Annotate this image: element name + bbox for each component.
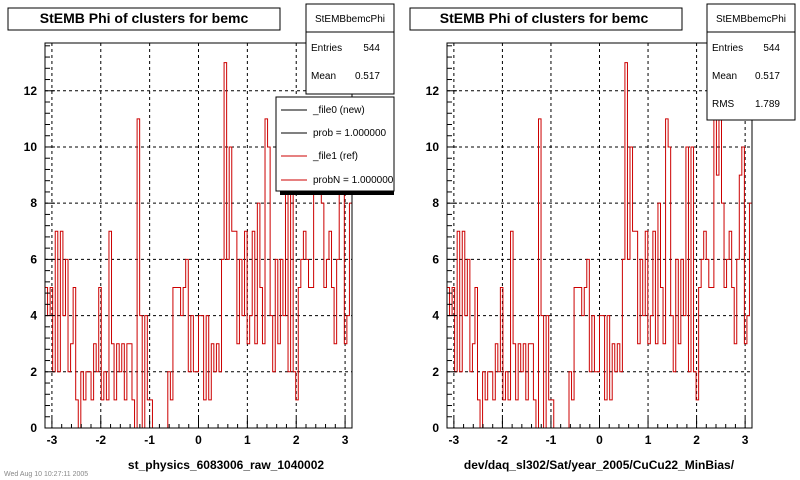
left-stats-mean: 0.517: [355, 71, 380, 82]
y-tick-label: 8: [432, 196, 439, 210]
left-title: StEMB Phi of clusters for bemc: [40, 10, 249, 26]
x-tick-label: -2: [497, 433, 508, 447]
y-tick-label: 10: [24, 140, 38, 154]
left-histogram-panel: StEMB Phi of clusters for bemc -3 -2 -1 0 1 2…: [7, 3, 395, 472]
right-y-ticks: 0 2 4 6 8 10 12: [426, 45, 457, 435]
y-tick-label: 6: [432, 252, 439, 266]
right-stats-name: StEMBbemcPhi: [716, 14, 786, 25]
x-tick-label: -1: [546, 433, 557, 447]
x-tick-label: 2: [693, 433, 700, 447]
right-stats-entries-label: Entries: [712, 43, 743, 54]
x-tick-label: 0: [195, 433, 202, 447]
left-stats-box: [305, 3, 395, 95]
right-stats-mean-label: Mean: [712, 71, 737, 82]
y-tick-label: 6: [30, 252, 37, 266]
x-tick-label: 3: [742, 433, 749, 447]
y-tick-label: 4: [432, 309, 439, 323]
right-stats-entries: 544: [763, 43, 780, 54]
x-tick-label: 2: [293, 433, 300, 447]
y-tick-label: 12: [24, 84, 38, 98]
right-histogram-series: [446, 62, 753, 429]
x-tick-label: -1: [144, 433, 155, 447]
x-tick-label: 3: [342, 433, 349, 447]
right-stats-box: [706, 3, 796, 121]
left-histogram-series: [44, 62, 353, 429]
histogram-outline: [446, 62, 753, 429]
footer-timestamp: Wed Aug 10 10:27:11 2005: [4, 471, 88, 478]
y-tick-label: 12: [426, 84, 440, 98]
legend-box: [275, 96, 395, 192]
x-tick-label: -3: [449, 433, 460, 447]
y-tick-label: 10: [426, 140, 440, 154]
right-title-box: [409, 7, 683, 31]
left-y-ticks: 0 2 4 6 8 10 12: [24, 45, 55, 435]
legend-entry-new: _file0 (new): [312, 105, 365, 116]
legend-entry-ref: _file1 (ref): [312, 151, 358, 162]
legend-entry-probn: probN = 1.000000: [313, 175, 394, 186]
left-x-ticks: -3 -2 -1 0 1 2 3: [47, 418, 349, 447]
x-tick-label: -2: [95, 433, 106, 447]
y-tick-label: 8: [30, 196, 37, 210]
x-tick-label: 0: [596, 433, 603, 447]
right-x-axis-label: dev/daq_sl302/Sat/year_2005/CuCu22_MinBi…: [464, 458, 735, 472]
y-tick-label: 0: [432, 421, 439, 435]
y-tick-label: 0: [30, 421, 37, 435]
left-stats-name: StEMBbemcPhi: [315, 14, 385, 25]
left-stats-mean-label: Mean: [311, 71, 336, 82]
right-stats-rms-label: RMS: [712, 99, 735, 110]
left-stats-entries: 544: [363, 43, 380, 54]
right-x-ticks: -3 -2 -1 0 1 2 3: [449, 418, 749, 447]
left-x-axis-label: st_physics_6083006_raw_1040002: [128, 458, 324, 472]
legend-entry-prob: prob = 1.000000: [313, 128, 387, 139]
left-stats-entries-label: Entries: [311, 43, 342, 54]
left-title-box: [7, 7, 281, 31]
y-tick-label: 4: [30, 309, 37, 323]
right-histogram-panel: StEMB Phi of clusters for bemc -3 -2 -1 0 1 2…: [409, 3, 796, 472]
right-title: StEMB Phi of clusters for bemc: [440, 10, 649, 26]
right-stats-rms: 1.789: [755, 99, 780, 110]
legend: _file0 (new) prob = 1.000000 _file1 (ref…: [275, 96, 395, 195]
y-tick-label: 2: [30, 365, 37, 379]
x-tick-label: 1: [645, 433, 652, 447]
x-tick-label: -3: [47, 433, 58, 447]
right-stats-mean: 0.517: [755, 71, 780, 82]
histogram-outline: [44, 62, 353, 429]
x-tick-label: 1: [244, 433, 251, 447]
y-tick-label: 2: [432, 365, 439, 379]
